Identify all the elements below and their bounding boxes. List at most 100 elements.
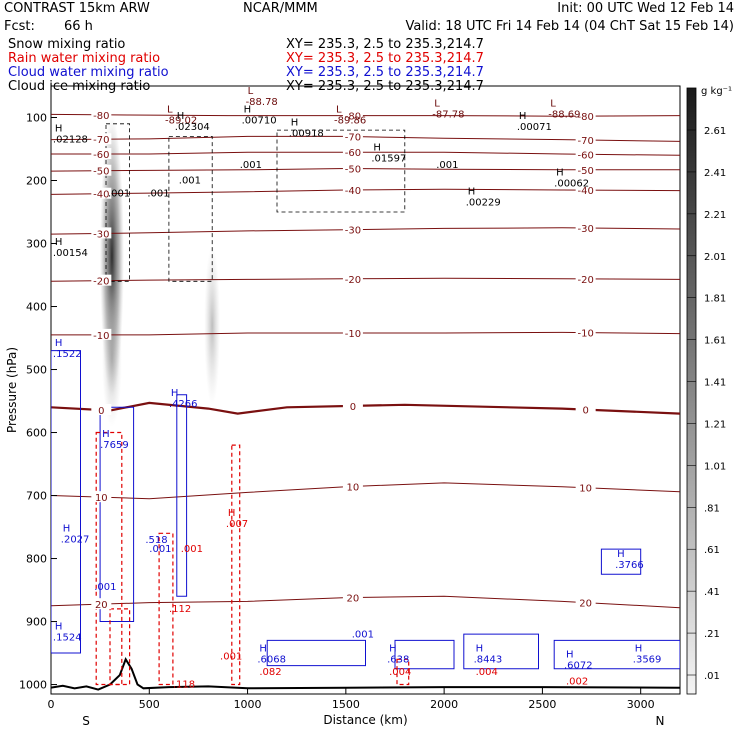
isotherm-label-bg bbox=[575, 481, 596, 493]
cloud-water-contour bbox=[394, 639, 455, 670]
extremum-value: .6072 bbox=[564, 661, 593, 672]
cloud-water-contour bbox=[51, 350, 81, 654]
isotherm-label-bg bbox=[342, 399, 363, 411]
x-axis-title: Distance (km) bbox=[323, 713, 407, 727]
extremum-marker: H bbox=[476, 643, 484, 654]
isotherm-label-bg bbox=[342, 146, 363, 158]
cloud-water-contour bbox=[176, 394, 188, 597]
isotherm-label: 0 bbox=[350, 402, 356, 413]
isotherm-label: -60 bbox=[345, 148, 361, 159]
isotherm-label: 20 bbox=[579, 599, 592, 610]
isotherm-label-bg bbox=[342, 326, 363, 338]
y-tick-label: 600 bbox=[26, 427, 47, 440]
isotherm-label-bg bbox=[575, 148, 596, 160]
contour-value-label: .001 bbox=[179, 176, 201, 187]
isotherm-label: -70 bbox=[345, 133, 361, 144]
contour-value-label: .001 bbox=[181, 544, 203, 555]
extremum-value: -89.02 bbox=[165, 116, 197, 127]
isotherm-label: 20 bbox=[347, 594, 360, 605]
x-tick-label: 2500 bbox=[528, 698, 556, 711]
isotherm-label: -70 bbox=[577, 136, 593, 147]
isotherm-label-bg bbox=[91, 187, 112, 199]
y-tick-label: 900 bbox=[26, 616, 47, 629]
isotherm-label-bg bbox=[575, 163, 596, 175]
x-end-label-south: S bbox=[82, 714, 90, 728]
isotherm-label-bg bbox=[91, 133, 112, 145]
extremum-marker: H bbox=[373, 142, 381, 153]
field-name-rain: Rain water mixing ratio bbox=[8, 51, 161, 66]
isotherm-label: -30 bbox=[93, 229, 109, 240]
isotherm-label: 0 bbox=[582, 406, 588, 417]
extremum-value: .6068 bbox=[257, 654, 286, 665]
colorbar-tick-label: .21 bbox=[704, 629, 720, 640]
cloud-water-contour bbox=[463, 633, 539, 670]
extremum-value: .638 bbox=[387, 654, 409, 665]
y-tick-label: 500 bbox=[26, 364, 47, 377]
field-name-cloud-water: Cloud water mixing ratio bbox=[8, 65, 169, 80]
contour-value-label: .001 bbox=[149, 544, 171, 555]
isotherm-label-bg bbox=[91, 108, 112, 120]
contour-value-label: .001 bbox=[94, 582, 116, 593]
extremum-value: -87.78 bbox=[432, 109, 464, 120]
extremum-value: .00918 bbox=[289, 128, 324, 139]
isotherm-label-bg bbox=[91, 491, 112, 503]
contour-value-label: .001 bbox=[147, 188, 169, 199]
extremum-marker: H bbox=[244, 105, 252, 116]
colorbar-tick-label: .01 bbox=[704, 671, 720, 682]
isotherm-label: -40 bbox=[345, 186, 361, 197]
extremum-value: .1524 bbox=[53, 632, 82, 643]
extremum-marker: L bbox=[248, 86, 254, 97]
y-tick-label: 300 bbox=[26, 238, 47, 251]
isotherm-label-bg bbox=[575, 326, 596, 338]
colorbar-tick-label: 1.21 bbox=[704, 419, 726, 430]
isotherm-label-bg bbox=[342, 183, 363, 195]
extremum-marker: L bbox=[550, 98, 556, 109]
valid-time: Valid: 18 UTC Fri 14 Feb 14 (04 ChT Sat … bbox=[405, 19, 734, 34]
x-tick-label: 500 bbox=[139, 698, 160, 711]
isotherm-label-bg bbox=[91, 148, 112, 160]
x-tick-label: 0 bbox=[48, 698, 55, 711]
isotherm-label: 10 bbox=[579, 484, 592, 495]
y-tick-label: 100 bbox=[26, 112, 47, 125]
extremum-marker: H bbox=[468, 187, 476, 198]
isotherm-label-bg bbox=[575, 272, 596, 284]
model-title: CONTRAST 15km ARW bbox=[4, 1, 150, 16]
center-title: NCAR/MMM bbox=[243, 1, 318, 16]
cloud-water-contour bbox=[600, 548, 642, 575]
extremum-marker: H bbox=[556, 168, 564, 179]
extremum-value: .00154 bbox=[53, 248, 88, 259]
isotherm-label: 20 bbox=[95, 600, 108, 611]
x-tick-label: 1500 bbox=[332, 698, 360, 711]
contour-value-label: .001 bbox=[352, 629, 374, 640]
extremum-marker: H bbox=[635, 643, 643, 654]
cloud-ice-contour bbox=[276, 129, 406, 213]
isotherm-label: -10 bbox=[577, 329, 593, 340]
contour-value-label: .001 bbox=[436, 160, 458, 171]
field-xy-snow: XY= 235.3, 2.5 to 235.3,214.7 bbox=[286, 37, 484, 52]
extremum-marker: H bbox=[55, 124, 63, 135]
colorbar-tick-label: 2.01 bbox=[704, 252, 726, 263]
isotherm-label: -60 bbox=[93, 150, 109, 161]
contour-value-label: .118 bbox=[173, 680, 195, 691]
y-tick-label: 700 bbox=[26, 490, 47, 503]
extremum-marker: H bbox=[171, 388, 179, 399]
extremum-value: .1522 bbox=[53, 349, 82, 360]
isotherm-label: -80 bbox=[93, 111, 109, 122]
extremum-marker: H bbox=[617, 549, 625, 560]
isotherm-label: -50 bbox=[345, 165, 361, 176]
isotherm-label-bg bbox=[342, 223, 363, 235]
contour-value-label: .001 bbox=[220, 651, 242, 662]
isotherm-label: -20 bbox=[93, 277, 109, 288]
y-tick-label: 1000 bbox=[19, 679, 47, 692]
contour-value-label: .002 bbox=[566, 677, 588, 688]
isotherm-label-bg bbox=[575, 596, 596, 608]
contour-value-label: .001 bbox=[108, 188, 130, 199]
isotherm-label-bg bbox=[91, 328, 112, 340]
y-tick-label: 800 bbox=[26, 553, 47, 566]
colorbar: g kg⁻¹ 2.61 2.41 2.21 2.01 1.81 1.61 1.41 1.21 1.… bbox=[686, 86, 732, 695]
isotherm-label-bg bbox=[575, 403, 596, 415]
y-tick-label: 400 bbox=[26, 301, 47, 314]
isotherm-label: -10 bbox=[345, 329, 361, 340]
isotherm-label: -50 bbox=[577, 166, 593, 177]
